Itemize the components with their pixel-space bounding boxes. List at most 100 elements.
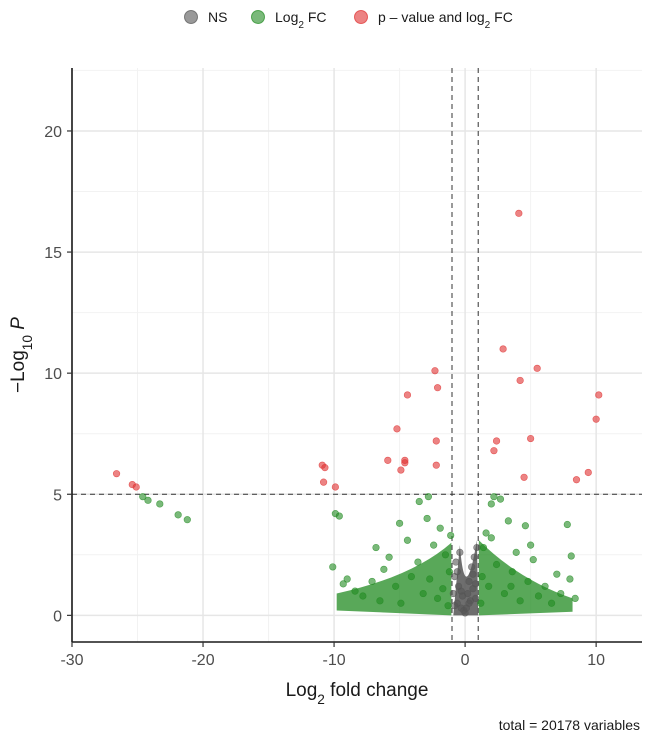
legend-label: NS (208, 9, 227, 25)
data-point (397, 466, 405, 474)
data-point (431, 367, 439, 375)
caption: total = 20178 variables (499, 717, 640, 733)
data-point (547, 599, 556, 607)
data-point (508, 568, 516, 576)
data-point (584, 468, 592, 477)
data-point (319, 478, 328, 486)
data-point (527, 541, 535, 549)
data-point (479, 543, 488, 552)
data-point (436, 524, 444, 532)
data-point (397, 599, 405, 607)
data-point (468, 563, 476, 571)
data-point (496, 495, 505, 503)
data-point (433, 384, 442, 392)
data-point (464, 589, 472, 598)
tick-labels: -30 -20 -10 0 10 0 5 10 15 20 (44, 124, 605, 669)
data-point (444, 602, 452, 610)
plot-background (72, 68, 642, 642)
data-point (372, 543, 380, 552)
data-point (144, 496, 152, 504)
data-point (534, 592, 543, 600)
data-point (343, 575, 351, 583)
data-point (403, 536, 412, 544)
data-point (553, 570, 561, 578)
data-point (521, 522, 529, 530)
data-point (395, 519, 404, 527)
data-point (392, 582, 400, 590)
data-points (112, 209, 603, 617)
data-point (456, 548, 464, 556)
grid (71, 68, 642, 642)
data-point (541, 582, 549, 590)
data-point (490, 447, 498, 455)
data-point (321, 464, 329, 472)
data-point (112, 470, 121, 478)
data-point (557, 589, 565, 598)
legend: NS Log2 FC p – value and log2 FC (184, 9, 513, 31)
y-axis-title: −Log10 P (8, 317, 35, 393)
data-point (439, 585, 447, 593)
data-point (419, 589, 427, 598)
y-tick-label: 15 (44, 245, 62, 262)
data-point (524, 577, 532, 586)
legend-key (354, 10, 368, 24)
log2fc-density-right (478, 540, 573, 616)
data-point (424, 493, 433, 501)
data-point (335, 512, 343, 520)
axis-titles: Log2 fold change −Log10 P (8, 317, 428, 707)
data-point (174, 511, 182, 519)
data-point (492, 437, 501, 445)
y-tick-label: 20 (44, 124, 62, 141)
data-point (449, 589, 457, 598)
data-point (571, 594, 579, 603)
data-point (156, 500, 164, 508)
x-tick-label: -10 (323, 652, 346, 669)
data-point (457, 587, 465, 595)
data-point (393, 425, 401, 433)
data-point (469, 570, 477, 578)
data-point (563, 520, 571, 529)
data-point (592, 415, 600, 423)
data-point (329, 563, 337, 571)
data-point (487, 534, 495, 542)
y-tick-label: 5 (53, 487, 62, 504)
data-point (465, 577, 473, 586)
data-point (451, 602, 459, 610)
data-point (452, 558, 460, 566)
data-point (368, 577, 376, 586)
data-point (380, 565, 388, 573)
data-point (499, 345, 507, 353)
data-point (529, 556, 537, 564)
data-point (478, 573, 486, 581)
data-point (533, 364, 541, 372)
data-point (441, 551, 450, 559)
x-axis-title: Log2 fold change (286, 680, 429, 707)
data-point (414, 558, 422, 566)
data-point (471, 594, 480, 603)
data-point (432, 437, 440, 445)
y-tick-label: 0 (53, 608, 62, 625)
data-point (567, 552, 575, 560)
data-point (527, 434, 535, 443)
data-point (566, 575, 574, 583)
legend-key (251, 10, 265, 24)
data-point (507, 582, 515, 590)
data-point (516, 376, 524, 385)
data-point (407, 573, 415, 581)
data-point (415, 497, 423, 506)
data-point (500, 589, 509, 598)
data-point (423, 514, 431, 523)
data-point (515, 209, 523, 217)
data-point (183, 516, 191, 524)
x-tick-label: 0 (461, 652, 470, 669)
data-point (376, 597, 384, 605)
data-point (512, 548, 520, 556)
data-point (359, 592, 367, 600)
data-point (516, 597, 524, 605)
data-point (384, 456, 392, 464)
data-point (445, 568, 453, 576)
data-point (430, 541, 438, 549)
legend-label: p – value and log2 FC (378, 9, 513, 31)
data-point (465, 599, 473, 607)
axes (71, 68, 642, 643)
